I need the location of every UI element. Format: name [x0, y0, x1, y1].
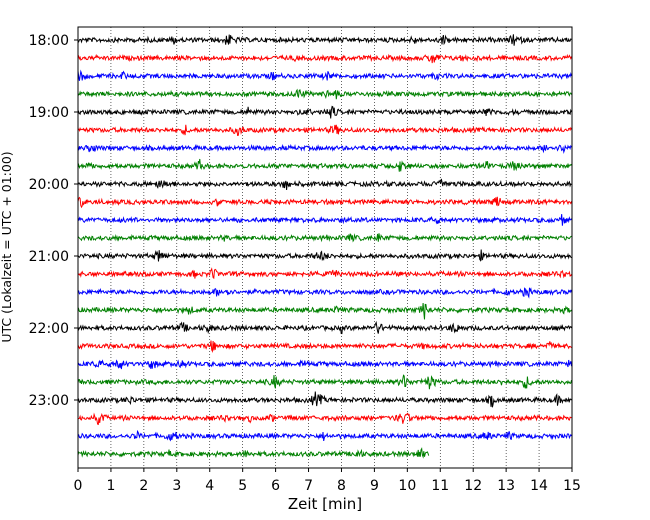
x-tick-label: 1: [106, 478, 115, 494]
trace-22:30: [77, 359, 572, 370]
trace-19:00: [77, 105, 572, 119]
x-tick-label: 4: [205, 478, 214, 494]
x-tick-label: 10: [398, 478, 416, 494]
trace-21:30: [77, 287, 572, 299]
trace-19:45: [77, 158, 572, 172]
trace-18:00: [77, 34, 572, 46]
trace-18:15: [77, 53, 572, 64]
y-tick-label: 19:00: [29, 105, 69, 121]
trace-20:45: [77, 233, 572, 243]
x-axis-ticks: 0 1 2 3 4 5 6 7 8 9 10 11 12 13 14 15: [74, 468, 581, 494]
y-tick-label: 18:00: [29, 33, 69, 49]
trace-21:00: [77, 249, 572, 262]
trace-18:30: [77, 69, 572, 82]
x-tick-label: 8: [337, 478, 346, 494]
x-tick-label: 13: [497, 478, 515, 494]
y-tick-label: 20:00: [29, 177, 69, 193]
trace-23:30: [77, 429, 572, 442]
x-tick-label: 15: [563, 478, 581, 494]
plot-frame: [77, 26, 573, 469]
trace-18:45: [77, 88, 572, 100]
x-tick-label: 3: [172, 478, 181, 494]
x-tick-label: 14: [530, 478, 548, 494]
x-tick-label: 11: [431, 478, 449, 494]
x-tick-label: 6: [271, 478, 280, 494]
trace-23:00: [77, 391, 572, 408]
y-tick-label: 22:00: [29, 321, 69, 337]
x-tick-label: 5: [238, 478, 247, 494]
x-tick-label: 0: [74, 478, 83, 494]
x-tick-label: 2: [139, 478, 148, 494]
trace-23:45: [77, 447, 430, 459]
trace-22:45: [77, 374, 572, 390]
y-tick-label: 21:00: [29, 249, 69, 265]
trace-19:15: [77, 124, 572, 136]
x-axis-label: Zeit [min]: [288, 495, 362, 513]
trace-23:15: [77, 412, 572, 426]
y-tick-label: 23:00: [29, 393, 69, 409]
traces-group: [77, 34, 572, 459]
trace-20:15: [77, 196, 572, 209]
trace-22:15: [77, 340, 572, 353]
trace-20:30: [77, 214, 572, 226]
trace-21:45: [77, 303, 572, 320]
y-axis-ticks: 18:00 19:00 20:00 21:00 22:00 23:00: [29, 33, 78, 409]
trace-22:00: [77, 320, 572, 335]
trace-20:00: [77, 178, 572, 190]
x-tick-label: 7: [304, 478, 313, 494]
x-tick-label: 12: [464, 478, 482, 494]
x-tick-label: 9: [370, 478, 379, 494]
y-axis-label: UTC (Lokalzeit = UTC + 01:00): [0, 151, 14, 342]
trace-21:15: [77, 267, 572, 280]
trace-19:30: [77, 143, 572, 154]
